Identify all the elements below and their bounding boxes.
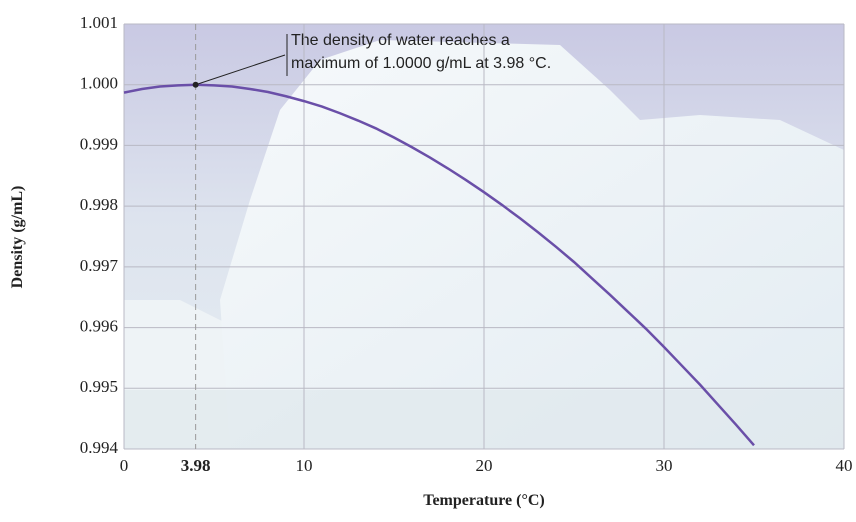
x-axis-label: Temperature (°C) [423, 492, 544, 509]
y-tick-label: 0.999 [80, 134, 118, 153]
x-tick-label: 0 [120, 456, 129, 475]
y-tick-label: 0.995 [80, 377, 118, 396]
annotation-point [193, 82, 199, 88]
y-tick-label: 1.001 [80, 13, 118, 32]
y-axis-label: Density (g/mL) [9, 186, 26, 289]
y-tick-label: 1.000 [80, 74, 118, 93]
annotation-text: The density of water reaches a [291, 32, 510, 49]
x-tick-label: 20 [476, 456, 493, 475]
y-tick-label: 0.998 [80, 195, 118, 214]
y-tick-label: 0.994 [80, 438, 119, 457]
y-tick-label: 0.996 [80, 316, 118, 335]
x-tick-label: 30 [656, 456, 673, 475]
x-tick-label: 10 [296, 456, 313, 475]
y-tick-label: 0.997 [80, 256, 119, 275]
chart: Temperature (°C) Density (g/mL) The dens… [0, 0, 856, 522]
x-tick-label: 40 [836, 456, 853, 475]
annotation-text: maximum of 1.0000 g/mL at 3.98 °C. [291, 55, 551, 72]
x-tick-label: 3.98 [181, 456, 211, 475]
